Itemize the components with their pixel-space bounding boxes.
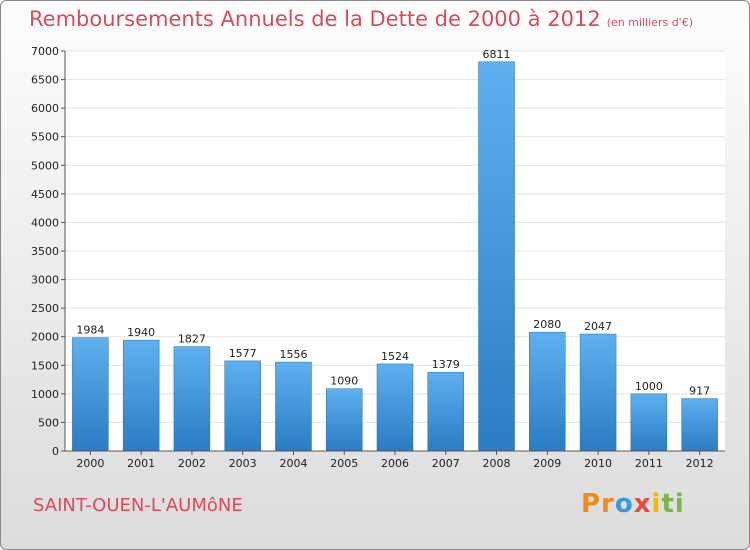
x-tick-label: 2007 [432, 457, 460, 470]
bar-value-label: 1000 [635, 380, 663, 393]
bar [579, 333, 617, 452]
x-tick-label: 2000 [76, 457, 104, 470]
x-tick-label: 2001 [127, 457, 155, 470]
bar-value-label: 1827 [178, 333, 206, 346]
bar [122, 339, 160, 452]
y-tick-label: 1500 [31, 359, 59, 372]
chart-subtitle: (en milliers d'€) [606, 16, 693, 29]
bar-value-label: 1577 [229, 347, 257, 360]
y-tick-label: 7000 [31, 45, 59, 58]
logo-part-2: o [614, 489, 634, 519]
bar [173, 346, 211, 452]
x-tick-label: 2004 [279, 457, 307, 470]
logo-part-4: i [651, 489, 662, 519]
y-tick-label: 0 [52, 445, 59, 458]
x-tick-label: 2002 [178, 457, 206, 470]
bar-value-label: 6811 [483, 48, 511, 61]
y-tick-label: 5500 [31, 131, 59, 144]
x-tick-label: 2005 [330, 457, 358, 470]
bar [529, 331, 566, 452]
bar [224, 360, 261, 452]
chart-title: Remboursements Annuels de la Dette de 20… [29, 7, 693, 31]
bar [325, 388, 363, 452]
x-axis: 2000 2001 2002 2003 2004 2005 2006 2007 2008 2009… [65, 450, 725, 470]
bar-value-label: 1556 [279, 348, 307, 361]
x-tick-label: 2011 [635, 457, 663, 470]
bar [376, 363, 414, 452]
bar-value-label: 1524 [381, 350, 409, 363]
logo-part-5: ti [661, 489, 685, 519]
x-tick-label: 2006 [381, 457, 409, 470]
logo-part-1: Pr [581, 489, 615, 519]
bar [275, 361, 312, 452]
commune-name: SAINT-OUEN-L'AUMôNE [33, 495, 243, 516]
title-text: Remboursements Annuels de la Dette de 20… [29, 7, 601, 31]
y-tick-label: 3000 [31, 274, 59, 287]
x-tick-label: 2003 [229, 457, 257, 470]
y-tick-label: 1000 [31, 388, 59, 401]
proxiti-logo[interactable]: Proxiti [581, 489, 685, 519]
bar-value-label: 1984 [76, 324, 104, 337]
bar [630, 393, 668, 452]
bar [681, 398, 718, 452]
x-tick-label: 2009 [533, 457, 561, 470]
bar-value-label: 917 [689, 385, 710, 398]
y-tick-label: 6000 [31, 102, 59, 115]
y-tick-label: 500 [38, 416, 59, 429]
y-tick-label: 2000 [31, 331, 59, 344]
bars: 1984 1940 1827 1577 1556 1090 1524 1379 6811 2080… [72, 48, 718, 452]
x-tick-label: 2010 [584, 457, 612, 470]
y-tick-label: 3500 [31, 245, 59, 258]
bar-value-label: 2047 [584, 320, 612, 333]
bar [427, 371, 465, 452]
x-tick-label: 2008 [483, 457, 511, 470]
bar-value-label: 1940 [127, 326, 155, 339]
y-tick-label: 4000 [31, 216, 59, 229]
y-axis: 0 500 1000 1500 2000 2500 3000 3500 4000 4500 5000… [31, 45, 66, 458]
bar [478, 61, 515, 452]
bar [72, 337, 109, 452]
bar-value-label: 1090 [330, 375, 358, 388]
y-tick-label: 4500 [31, 188, 59, 201]
y-tick-label: 2500 [31, 302, 59, 315]
bar-value-label: 2080 [533, 318, 561, 331]
logo-part-3: x [633, 489, 652, 519]
x-tick-label: 2012 [686, 457, 714, 470]
bar-value-label: 1379 [432, 358, 460, 371]
y-tick-label: 5000 [31, 159, 59, 172]
y-tick-label: 6500 [31, 74, 59, 87]
